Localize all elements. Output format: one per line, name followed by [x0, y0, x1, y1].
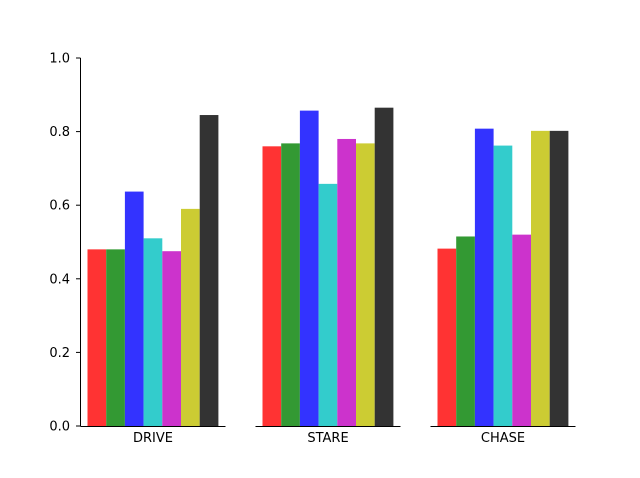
y-tick-label: 0.2	[49, 346, 70, 361]
bar-stare-7	[374, 107, 394, 427]
bar-drive-2	[106, 249, 125, 426]
y-tick-label: 0.0	[49, 420, 70, 435]
bar-chase-5	[512, 234, 531, 426]
bar-drive-6	[181, 208, 200, 426]
y-tick-label: 0.4	[49, 272, 70, 287]
bar-drive-1	[87, 249, 107, 426]
bar-drive-7	[199, 115, 219, 426]
bar-stare-3	[299, 110, 319, 427]
panel-chase: CHASE	[430, 128, 576, 446]
bar-chase-2	[456, 236, 475, 426]
panel-stare: STARE	[255, 107, 401, 446]
bar-drive-5	[162, 251, 181, 426]
bar-stare-2	[281, 143, 300, 426]
bar-chase-3	[474, 128, 494, 426]
bar-stare-5	[337, 138, 356, 426]
panels: DRIVE STARE CHASE	[80, 107, 576, 446]
x-category-label: DRIVE	[133, 431, 173, 446]
bar-chase-6	[531, 130, 550, 427]
y-tick-label: 0.8	[49, 125, 70, 140]
panel-drive: DRIVE	[80, 115, 226, 446]
bar-stare-1	[262, 146, 282, 426]
bar-drive-3	[124, 191, 144, 426]
bar-drive-4	[143, 238, 163, 426]
y-ticks: 0.0 0.2 0.4 0.6 0.8 1.0	[49, 52, 81, 435]
x-category-label: CHASE	[481, 431, 525, 446]
y-tick-label: 1.0	[49, 52, 70, 67]
y-tick-label: 0.6	[49, 199, 70, 214]
bar-chase-4	[493, 145, 513, 426]
bar-stare-4	[318, 183, 338, 426]
bar-stare-6	[356, 143, 375, 426]
bar-chase-7	[549, 130, 569, 427]
bar-chase-1	[437, 248, 457, 426]
x-category-label: STARE	[307, 431, 348, 446]
